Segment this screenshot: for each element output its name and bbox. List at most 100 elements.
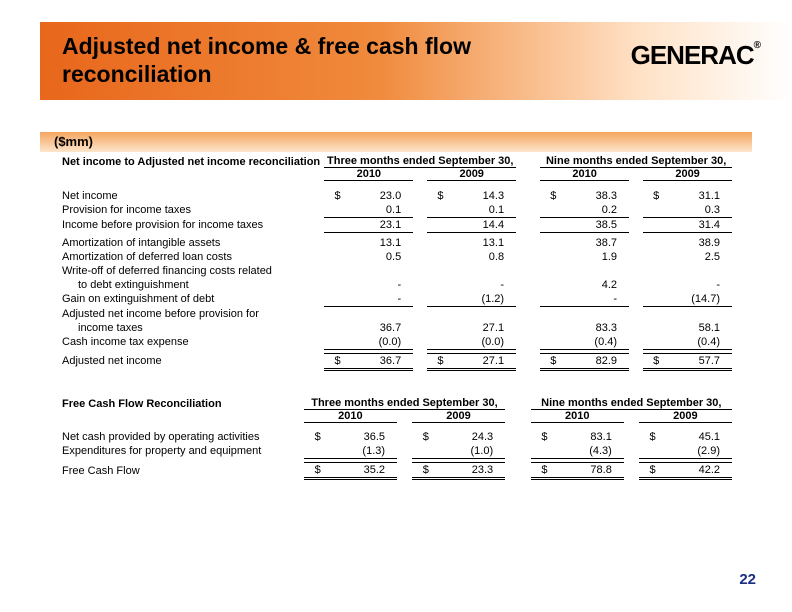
currency-symbol <box>324 264 340 278</box>
cell-value: - <box>341 292 414 307</box>
cell-value: 38.9 <box>659 236 732 250</box>
cell-value: 36.7 <box>341 353 414 369</box>
cell-value: 31.4 <box>659 217 732 232</box>
cell-value: (1.3) <box>321 444 397 459</box>
currency-symbol <box>643 278 659 292</box>
cell-value <box>556 264 629 278</box>
row-label: Net cash provided by operating activitie… <box>60 430 304 444</box>
currency-symbol <box>540 307 556 321</box>
table-row: to debt extinguishment--4.2- <box>60 278 732 292</box>
row-label: Net income <box>60 189 324 203</box>
row-label: Write-off of deferred financing costs re… <box>60 264 324 278</box>
period-header-9mo: Nine months ended September 30, <box>540 155 732 168</box>
currency-symbol <box>427 278 443 292</box>
page-number: 22 <box>739 571 756 588</box>
table-header-row: Free Cash Flow ReconciliationThree month… <box>60 397 732 410</box>
cell-value: 0.1 <box>341 203 414 218</box>
reconciliation-table-1: Net income to Adjusted net income reconc… <box>60 155 732 371</box>
cell-value: 14.4 <box>443 217 516 232</box>
cell-value: 78.8 <box>548 463 624 479</box>
row-label: Adjusted net income before provision for <box>60 307 324 321</box>
table-row: income taxes36.727.183.358.1 <box>60 321 732 335</box>
cell-value: 1.9 <box>556 250 629 264</box>
reconciliation-table-2: Free Cash Flow ReconciliationThree month… <box>60 397 732 481</box>
currency-symbol: $ <box>540 189 556 203</box>
currency-symbol <box>540 203 556 218</box>
currency-symbol <box>427 264 443 278</box>
currency-symbol <box>427 236 443 250</box>
currency-symbol <box>427 203 443 218</box>
cell-value: 0.5 <box>341 250 414 264</box>
cell-value: 24.3 <box>429 430 505 444</box>
cell-value: 83.1 <box>548 430 624 444</box>
table-row: Amortization of intangible assets13.113.… <box>60 236 732 250</box>
cell-value: 0.1 <box>443 203 516 218</box>
cell-value <box>341 307 414 321</box>
cell-value: 82.9 <box>556 353 629 369</box>
currency-symbol: $ <box>324 189 340 203</box>
currency-symbol <box>540 335 556 350</box>
currency-symbol: $ <box>304 430 321 444</box>
table-row: Income before provision for income taxes… <box>60 217 732 232</box>
currency-symbol <box>304 444 321 459</box>
currency-symbol <box>643 307 659 321</box>
generac-logo: GENERAC® <box>631 40 760 71</box>
currency-symbol <box>643 236 659 250</box>
row-label: to debt extinguishment <box>60 278 324 292</box>
year-header: 2010 <box>304 409 397 422</box>
currency-symbol <box>324 250 340 264</box>
table-row: Gain on extinguishment of debt-(1.2)-(14… <box>60 292 732 307</box>
cell-value: 38.5 <box>556 217 629 232</box>
year-header: 2010 <box>540 168 629 181</box>
currency-symbol <box>427 250 443 264</box>
cell-value <box>659 264 732 278</box>
currency-symbol <box>324 321 340 335</box>
currency-symbol: $ <box>304 463 321 479</box>
cell-value <box>659 307 732 321</box>
row-label: Free Cash Flow <box>60 463 304 479</box>
currency-symbol: $ <box>531 430 548 444</box>
cell-value: (2.9) <box>656 444 732 459</box>
currency-symbol <box>412 444 429 459</box>
currency-symbol <box>540 264 556 278</box>
cell-value: (0.4) <box>659 335 732 350</box>
currency-symbol: $ <box>427 189 443 203</box>
currency-symbol <box>324 217 340 232</box>
currency-symbol <box>427 292 443 307</box>
currency-symbol <box>324 292 340 307</box>
cell-value: 0.3 <box>659 203 732 218</box>
currency-symbol <box>643 217 659 232</box>
currency-symbol: $ <box>531 463 548 479</box>
cell-value: (14.7) <box>659 292 732 307</box>
cell-value: 14.3 <box>443 189 516 203</box>
currency-symbol <box>540 292 556 307</box>
cell-value: 27.1 <box>443 321 516 335</box>
slide-title: Adjusted net income & free cash flow rec… <box>62 33 502 88</box>
cell-value: (4.3) <box>548 444 624 459</box>
logo-mark: ® <box>754 40 760 51</box>
table-row: Adjusted net income before provision for <box>60 307 732 321</box>
cell-value: 0.2 <box>556 203 629 218</box>
cell-value: 31.1 <box>659 189 732 203</box>
currency-symbol <box>540 250 556 264</box>
currency-symbol: $ <box>540 353 556 369</box>
cell-value: 42.2 <box>656 463 732 479</box>
cell-value: 83.3 <box>556 321 629 335</box>
cell-value: 35.2 <box>321 463 397 479</box>
row-label: Income before provision for income taxes <box>60 217 324 232</box>
cell-value: - <box>556 292 629 307</box>
currency-symbol <box>643 335 659 350</box>
year-header: 2009 <box>643 168 732 181</box>
cell-value: 57.7 <box>659 353 732 369</box>
unit-band: ($mm) <box>40 132 752 152</box>
period-header-3mo: Three months ended September 30, <box>324 155 516 168</box>
cell-value <box>556 307 629 321</box>
cell-value: 13.1 <box>341 236 414 250</box>
cell-value: 45.1 <box>656 430 732 444</box>
currency-symbol: $ <box>412 463 429 479</box>
currency-symbol <box>540 217 556 232</box>
currency-symbol: $ <box>643 353 659 369</box>
currency-symbol <box>643 203 659 218</box>
currency-symbol <box>324 203 340 218</box>
row-label: Amortization of deferred loan costs <box>60 250 324 264</box>
